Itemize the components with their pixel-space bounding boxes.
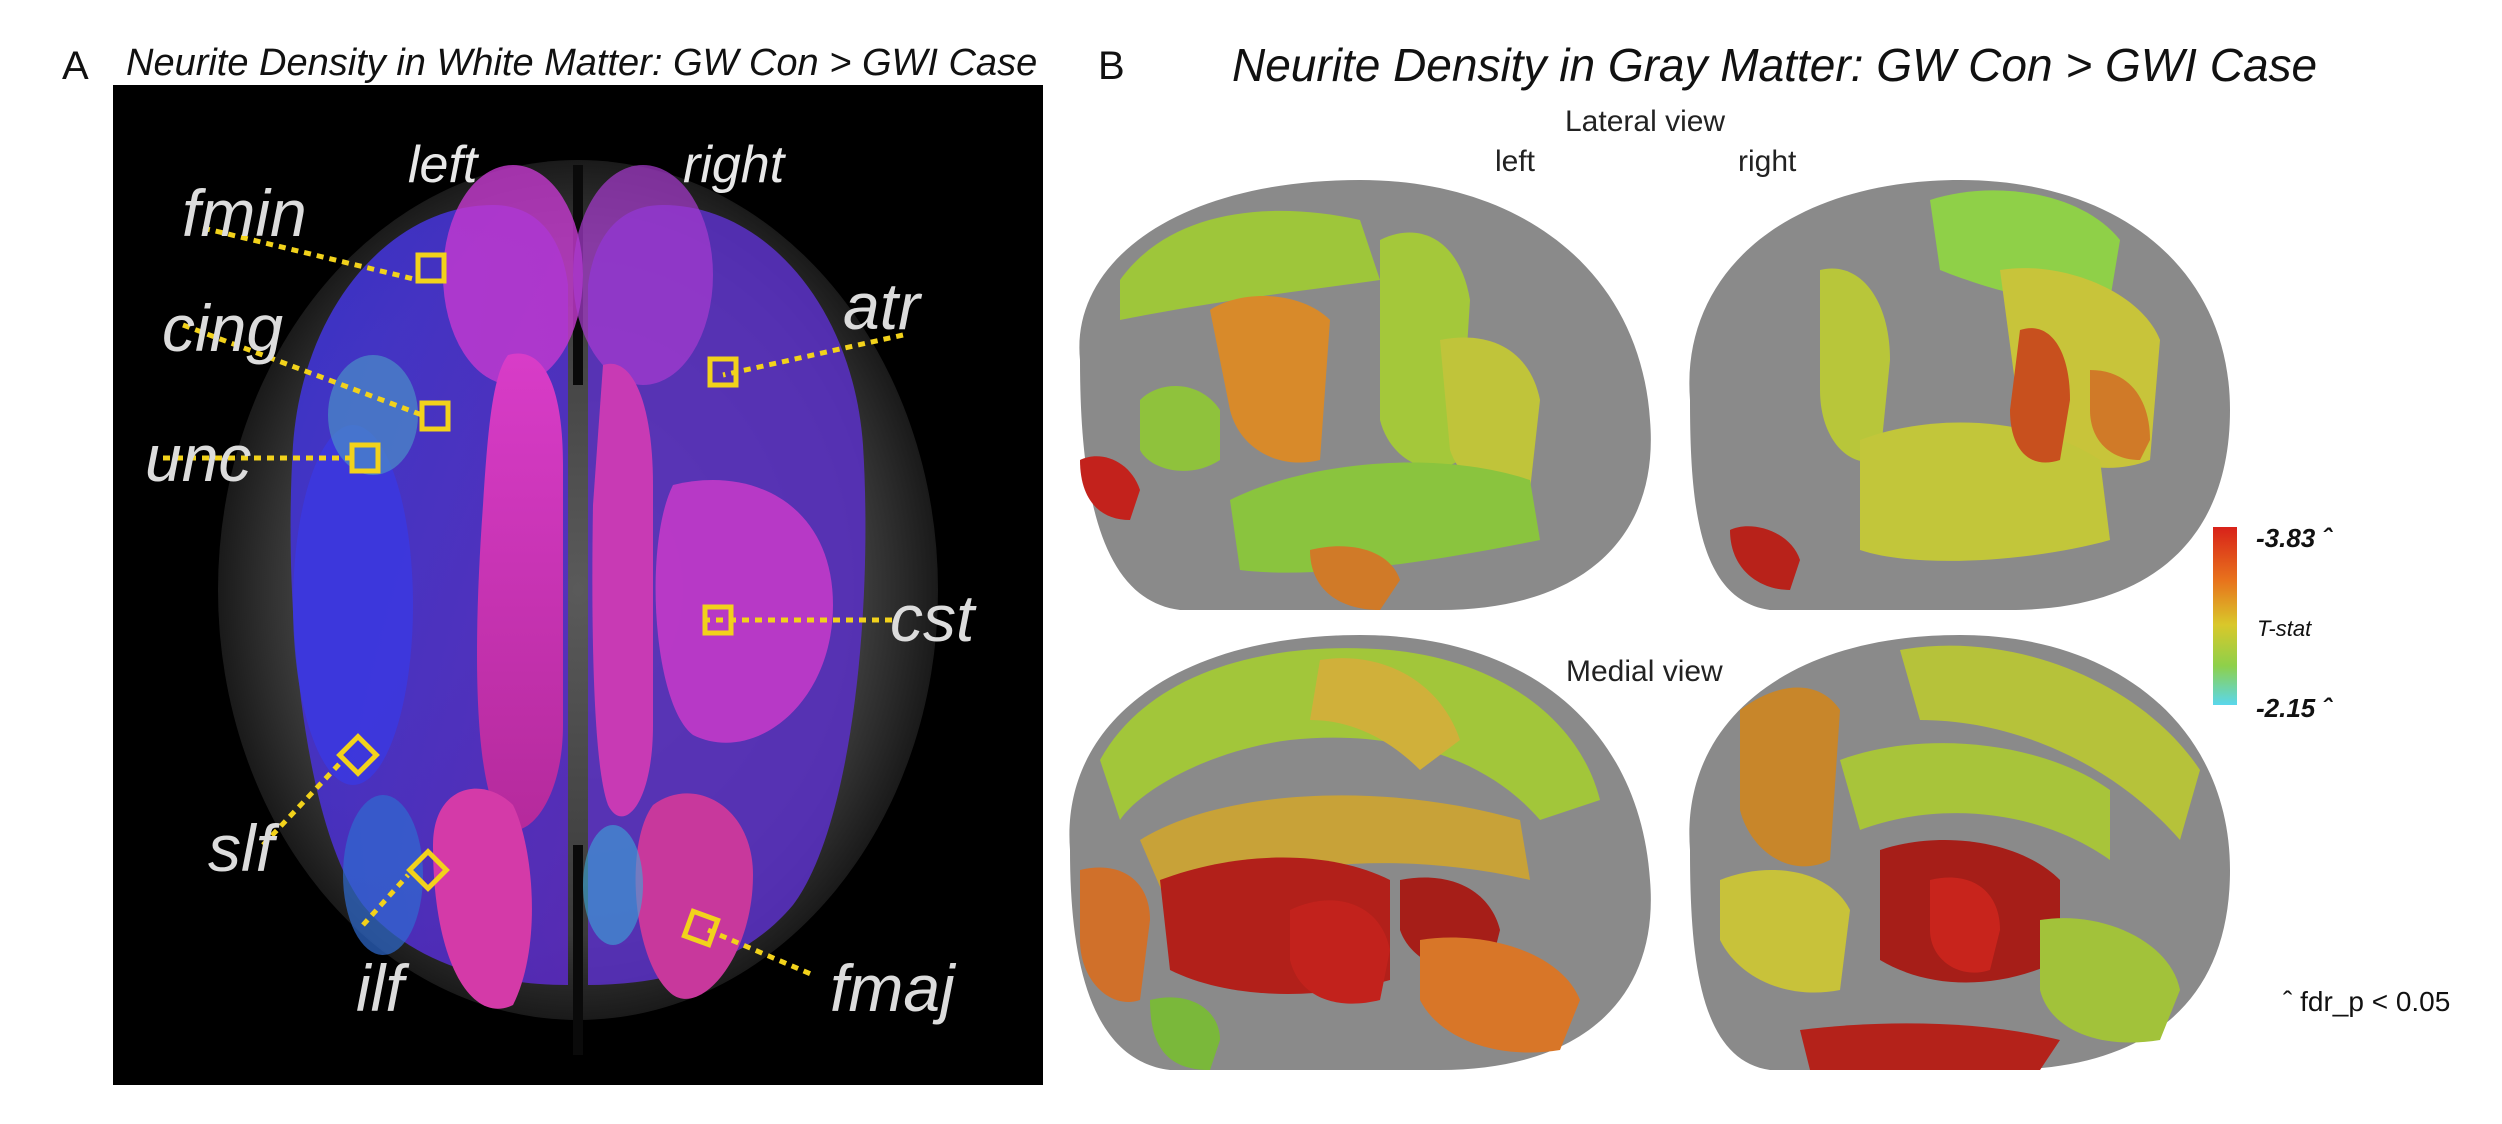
tract-label-cst: cst (890, 581, 975, 655)
panel-b-letter: B (1098, 44, 1125, 88)
medial-left-brain (1069, 635, 1651, 1070)
tract-label-unc: unc (145, 421, 252, 495)
colorbar-min-label: -2.15 ˆ (2256, 693, 2332, 723)
colorbar-title: T-stat (2257, 616, 2312, 641)
gm-hemi-left-label: left (1495, 145, 1536, 178)
tract-label-atr: atr (843, 269, 921, 343)
white-matter-brain-render (163, 160, 938, 1055)
medial-view-label: Medial view (1566, 655, 1723, 688)
white-matter-image (113, 85, 1043, 1085)
wm-hemi-left-label: left (408, 136, 478, 194)
tract-label-fmin: fmin (182, 176, 307, 250)
lateral-view-label: Lateral view (1565, 105, 1726, 138)
lateral-right-brain (1689, 180, 2230, 610)
medial-right-brain (1689, 635, 2230, 1070)
colorbar-gradient (2213, 527, 2237, 705)
significance-footnote: ˆ fdr_p < 0.05 (2283, 986, 2451, 1017)
colorbar (2213, 527, 2237, 705)
wm-hemi-right-label: right (683, 136, 785, 194)
lateral-left-brain (1079, 180, 1651, 610)
tract-label-cing: cing (162, 291, 284, 365)
panel-b-title: Neurite Density in Gray Matter: GW Con >… (1232, 39, 2318, 91)
tract-label-ilf: ilf (356, 951, 404, 1025)
panel-a-title: Neurite Density in White Matter: GW Con … (126, 42, 1038, 84)
tract-label-fmaj: fmaj (830, 951, 955, 1025)
gm-hemi-right-label: right (1738, 145, 1797, 178)
tract-label-slf: slf (208, 811, 274, 885)
colorbar-max-label: -3.83 ˆ (2256, 523, 2332, 553)
panel-a-letter: A (62, 44, 89, 88)
